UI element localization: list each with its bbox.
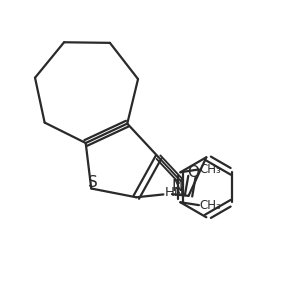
Text: O: O: [187, 165, 199, 180]
Text: CH₃: CH₃: [200, 199, 222, 212]
Text: CH₃: CH₃: [200, 162, 222, 176]
Text: S: S: [88, 175, 98, 190]
Text: N: N: [172, 179, 183, 194]
Text: HN: HN: [165, 186, 185, 200]
